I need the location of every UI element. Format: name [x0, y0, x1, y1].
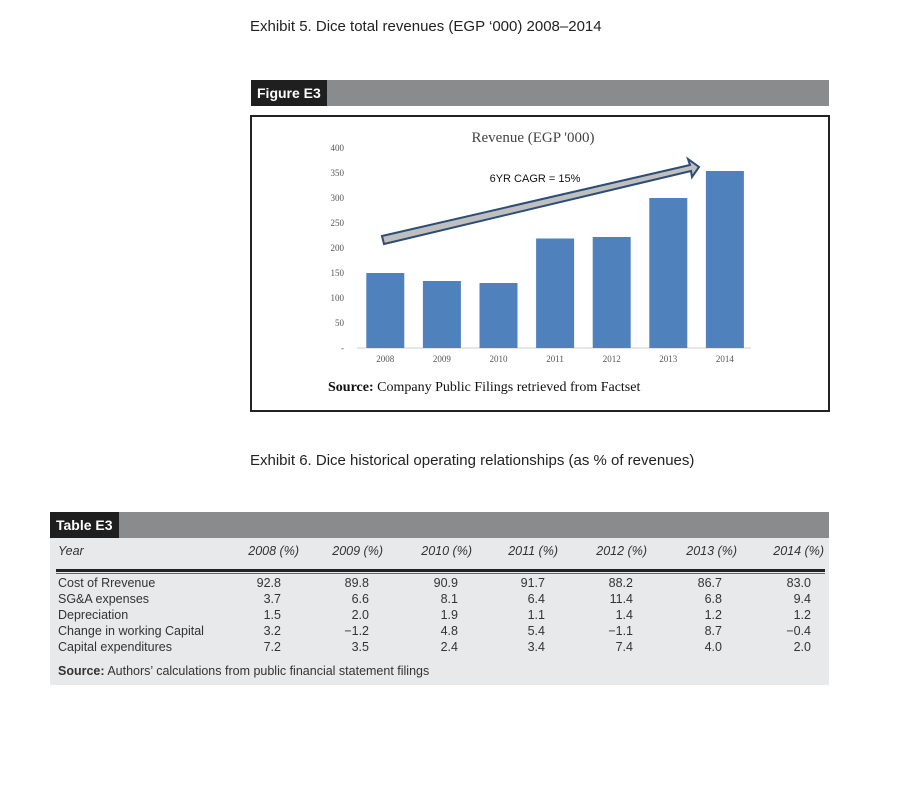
- table-cell: 3.5: [351, 640, 369, 654]
- bar-2011: [536, 238, 575, 348]
- table-cell: 92.8: [256, 576, 281, 590]
- x-tick-label: 2013: [659, 354, 678, 364]
- table-source: Source: Authors’ calculations from publi…: [58, 664, 429, 678]
- row-label: Change in working Capital: [58, 624, 204, 638]
- table-cell: 6.4: [527, 592, 545, 606]
- table-cell: 88.2: [608, 576, 633, 590]
- bar-2009: [422, 281, 461, 348]
- row-label: Cost of Rrevenue: [58, 576, 156, 590]
- table-cell: 91.7: [520, 576, 545, 590]
- table-cell: −1.1: [608, 624, 633, 638]
- table-cell: 11.4: [609, 592, 633, 606]
- x-tick-label: 2008: [376, 354, 395, 364]
- revenue-chart: Revenue (EGP '000) - 50 100 150 200 250 300 350…: [331, 130, 751, 364]
- table-cell: 83.0: [786, 576, 811, 590]
- header-1: 2008 (%): [248, 544, 299, 558]
- table-cell: 9.4: [793, 592, 811, 606]
- source-label: Source:: [328, 380, 374, 395]
- table-cell: 89.8: [344, 576, 369, 590]
- header-rule: [56, 569, 825, 574]
- exhibit6-title: Exhibit 6. Dice historical operating rel…: [250, 452, 695, 469]
- table-cell: 3.2: [263, 624, 281, 638]
- y-tick-label: 100: [331, 293, 345, 303]
- chart-title: Revenue (EGP '000): [472, 130, 595, 146]
- y-tick-label: 300: [331, 193, 345, 203]
- row-label: Depreciation: [58, 608, 129, 622]
- y-tick-label: 350: [331, 168, 345, 178]
- figure-source: Source: Company Public Filings retrieved…: [328, 380, 640, 396]
- x-tick-label: 2014: [716, 354, 735, 364]
- table-cell: 90.9: [433, 576, 458, 590]
- bar-2012: [592, 237, 631, 348]
- table-cell: 3.7: [263, 592, 281, 606]
- x-tick-label: 2011: [546, 354, 564, 364]
- table-cell: 8.1: [440, 592, 458, 606]
- table-cell: 6.6: [351, 592, 369, 606]
- table-cell: 86.7: [697, 576, 722, 590]
- y-tick-label: -: [341, 343, 344, 353]
- header-5: 2012 (%): [596, 544, 647, 558]
- source-text: Company Public Filings retrieved from Fa…: [373, 380, 641, 395]
- bar-2008: [366, 273, 405, 348]
- bar-2014: [705, 171, 744, 348]
- cagr-annotation: 6YR CAGR = 15%: [490, 173, 581, 185]
- table-cell: 4.0: [704, 640, 722, 654]
- table-cell: 7.2: [263, 640, 281, 654]
- table-cell: 4.8: [440, 624, 458, 638]
- row-label: Capital expenditures: [58, 640, 172, 654]
- figure-header-bar: Figure E3: [251, 80, 829, 106]
- header-6: 2013 (%): [686, 544, 737, 558]
- y-tick-label: 400: [331, 143, 345, 153]
- table-cell: −0.4: [786, 624, 811, 638]
- y-tick-label: 150: [331, 268, 345, 278]
- table-cell: −1.2: [344, 624, 369, 638]
- header-7: 2014 (%): [773, 544, 824, 558]
- table-cell: 3.4: [527, 640, 545, 654]
- source-text: Authors’ calculations from public financ…: [104, 664, 430, 678]
- table-cell: 7.4: [615, 640, 633, 654]
- x-tick-label: 2012: [603, 354, 621, 364]
- cagr-arrow: [380, 156, 701, 246]
- table-cell: 1.9: [440, 608, 458, 622]
- table-cell: 6.8: [704, 592, 722, 606]
- y-tick-label: 250: [331, 218, 345, 228]
- table-cell: 1.2: [704, 608, 722, 622]
- operating-table: Source: Authors’ calculations from publi…: [50, 538, 829, 685]
- table-cell: 5.4: [527, 624, 545, 638]
- source-label: Source:: [58, 664, 105, 678]
- table-cell: 1.5: [263, 608, 281, 622]
- y-tick-label: 200: [331, 243, 345, 253]
- figure-label: Figure E3: [251, 80, 327, 106]
- table-cell: 1.1: [527, 608, 545, 622]
- header-2: 2009 (%): [332, 544, 383, 558]
- y-tick-label: 50: [335, 318, 345, 328]
- bar-2010: [479, 283, 518, 348]
- x-tick-label: 2010: [490, 354, 509, 364]
- exhibit5-title: Exhibit 5. Dice total revenues (EGP ‘000…: [250, 18, 602, 35]
- chart-frame: [250, 115, 830, 412]
- table-cell: 2.0: [793, 640, 811, 654]
- header-4: 2011 (%): [508, 544, 558, 558]
- header-year: Year: [58, 544, 84, 558]
- x-tick-label: 2009: [433, 354, 452, 364]
- header-3: 2010 (%): [421, 544, 472, 558]
- table-cell: 2.0: [351, 608, 369, 622]
- table-cell: 1.2: [793, 608, 811, 622]
- row-label: SG&A expenses: [58, 592, 150, 606]
- table-header-bar: Table E3: [50, 512, 829, 538]
- bar-2013: [649, 198, 688, 348]
- table-cell: 2.4: [440, 640, 458, 654]
- table-cell: 1.4: [615, 608, 633, 622]
- table-cell: 8.7: [704, 624, 722, 638]
- table-label: Table E3: [50, 512, 119, 538]
